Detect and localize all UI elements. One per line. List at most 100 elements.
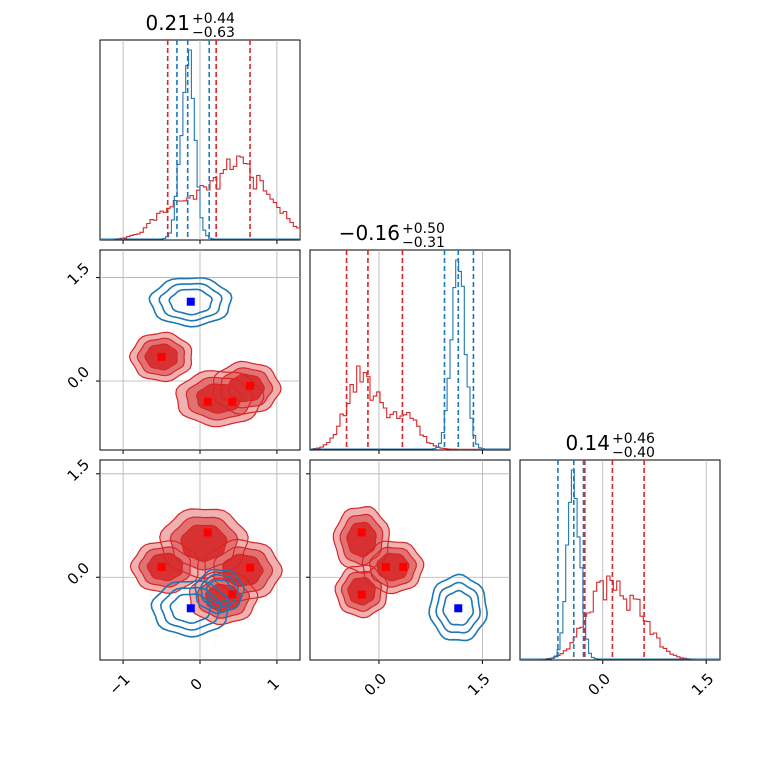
sample-point <box>175 605 177 608</box>
contour-line-red <box>138 516 274 619</box>
sample-point <box>149 593 151 596</box>
sample-point <box>223 367 225 369</box>
sample-point <box>185 607 187 609</box>
sample-point <box>173 330 175 332</box>
sample-point <box>461 600 464 603</box>
sample-point <box>465 607 468 610</box>
sample-point <box>473 601 476 603</box>
sample-point <box>450 619 453 621</box>
sample-point <box>181 600 183 603</box>
sample-point <box>418 604 420 606</box>
sample-point <box>461 615 463 618</box>
marker-red <box>157 352 166 361</box>
marker-red <box>228 397 237 406</box>
sample-point <box>190 295 192 297</box>
sample-point <box>170 397 172 399</box>
panel-2d-2-0 <box>129 508 294 646</box>
contour-line-red <box>339 513 417 612</box>
panel-title-plus-0: +0.44 <box>192 11 235 27</box>
sample-point <box>452 616 455 618</box>
panel-title-median-2: 0.14 <box>565 431 610 455</box>
sample-point <box>168 517 170 519</box>
sample-point <box>292 571 294 573</box>
sample-point <box>204 296 207 298</box>
sample-point <box>153 303 155 305</box>
sample-point <box>175 325 177 328</box>
tick-label-x: 1.5 <box>688 670 718 700</box>
histogram-red-0 <box>100 155 300 240</box>
contour-line-red <box>146 524 264 613</box>
sample-point <box>280 377 282 380</box>
sample-point <box>461 587 463 590</box>
sample-point <box>260 521 262 524</box>
tick-label-x: 1.5 <box>464 670 494 700</box>
panel-frame-2-1 <box>309 459 511 661</box>
sample-point <box>183 605 185 607</box>
sample-point <box>201 305 203 307</box>
sample-point <box>183 612 185 615</box>
tick-label-x: 0.0 <box>361 670 391 700</box>
sample-point <box>469 607 471 609</box>
sample-point <box>179 607 182 609</box>
panel-title-median-0: 0.21 <box>145 11 190 35</box>
sample-point <box>172 312 174 315</box>
sample-point <box>470 607 472 609</box>
sample-point <box>442 577 445 580</box>
sample-point <box>202 299 205 301</box>
sample-point <box>168 294 171 296</box>
sample-point <box>131 343 133 345</box>
sample-point <box>192 309 194 312</box>
sample-point <box>473 614 476 617</box>
contour-fill-red-inner <box>347 522 409 605</box>
sample-point <box>210 282 213 284</box>
sample-point <box>457 602 460 605</box>
sample-point <box>375 613 377 615</box>
contour-line-blue <box>169 578 233 625</box>
sample-point <box>454 620 457 622</box>
sample-point <box>187 598 190 600</box>
sample-point <box>474 605 476 608</box>
sample-point <box>195 619 197 621</box>
histogram-group-0 <box>100 40 300 240</box>
sample-point <box>216 298 218 301</box>
marker-red <box>228 590 237 599</box>
sample-point <box>181 592 183 594</box>
sample-point <box>175 305 177 307</box>
sample-point <box>171 515 173 517</box>
sample-point <box>423 611 425 614</box>
marker-red <box>203 397 212 406</box>
sample-point <box>176 300 178 302</box>
sample-point <box>208 291 210 293</box>
sample-point <box>198 287 201 289</box>
sample-point <box>194 281 196 284</box>
sample-point <box>196 618 198 620</box>
contour-line-blue <box>158 282 223 322</box>
marker-red <box>399 562 408 571</box>
sample-point <box>239 313 242 315</box>
sample-point <box>194 290 196 293</box>
sample-point <box>177 304 179 306</box>
tick-label-x: −1 <box>105 670 133 698</box>
panel-frame-2-2 <box>519 459 721 661</box>
marker-blue <box>186 297 195 306</box>
tick-label-x: 0 <box>187 675 206 694</box>
contour-line-blue <box>148 277 233 328</box>
sample-point <box>265 599 267 601</box>
sample-point <box>202 286 204 289</box>
histogram-red-2 <box>520 575 720 660</box>
sample-point <box>199 299 201 301</box>
sample-point <box>465 588 467 590</box>
contour-line-blue <box>435 581 482 634</box>
sample-point <box>333 601 335 603</box>
tick-label-y: 1.5 <box>64 259 94 289</box>
contour-line-red <box>128 331 282 428</box>
sample-point <box>274 365 276 367</box>
sample-point <box>462 604 465 606</box>
sample-point <box>456 619 458 621</box>
sample-point <box>447 587 449 590</box>
sample-point <box>441 600 443 603</box>
tick-label-x: 0.0 <box>584 670 614 700</box>
marker-red <box>246 381 254 390</box>
sample-point <box>206 306 208 308</box>
